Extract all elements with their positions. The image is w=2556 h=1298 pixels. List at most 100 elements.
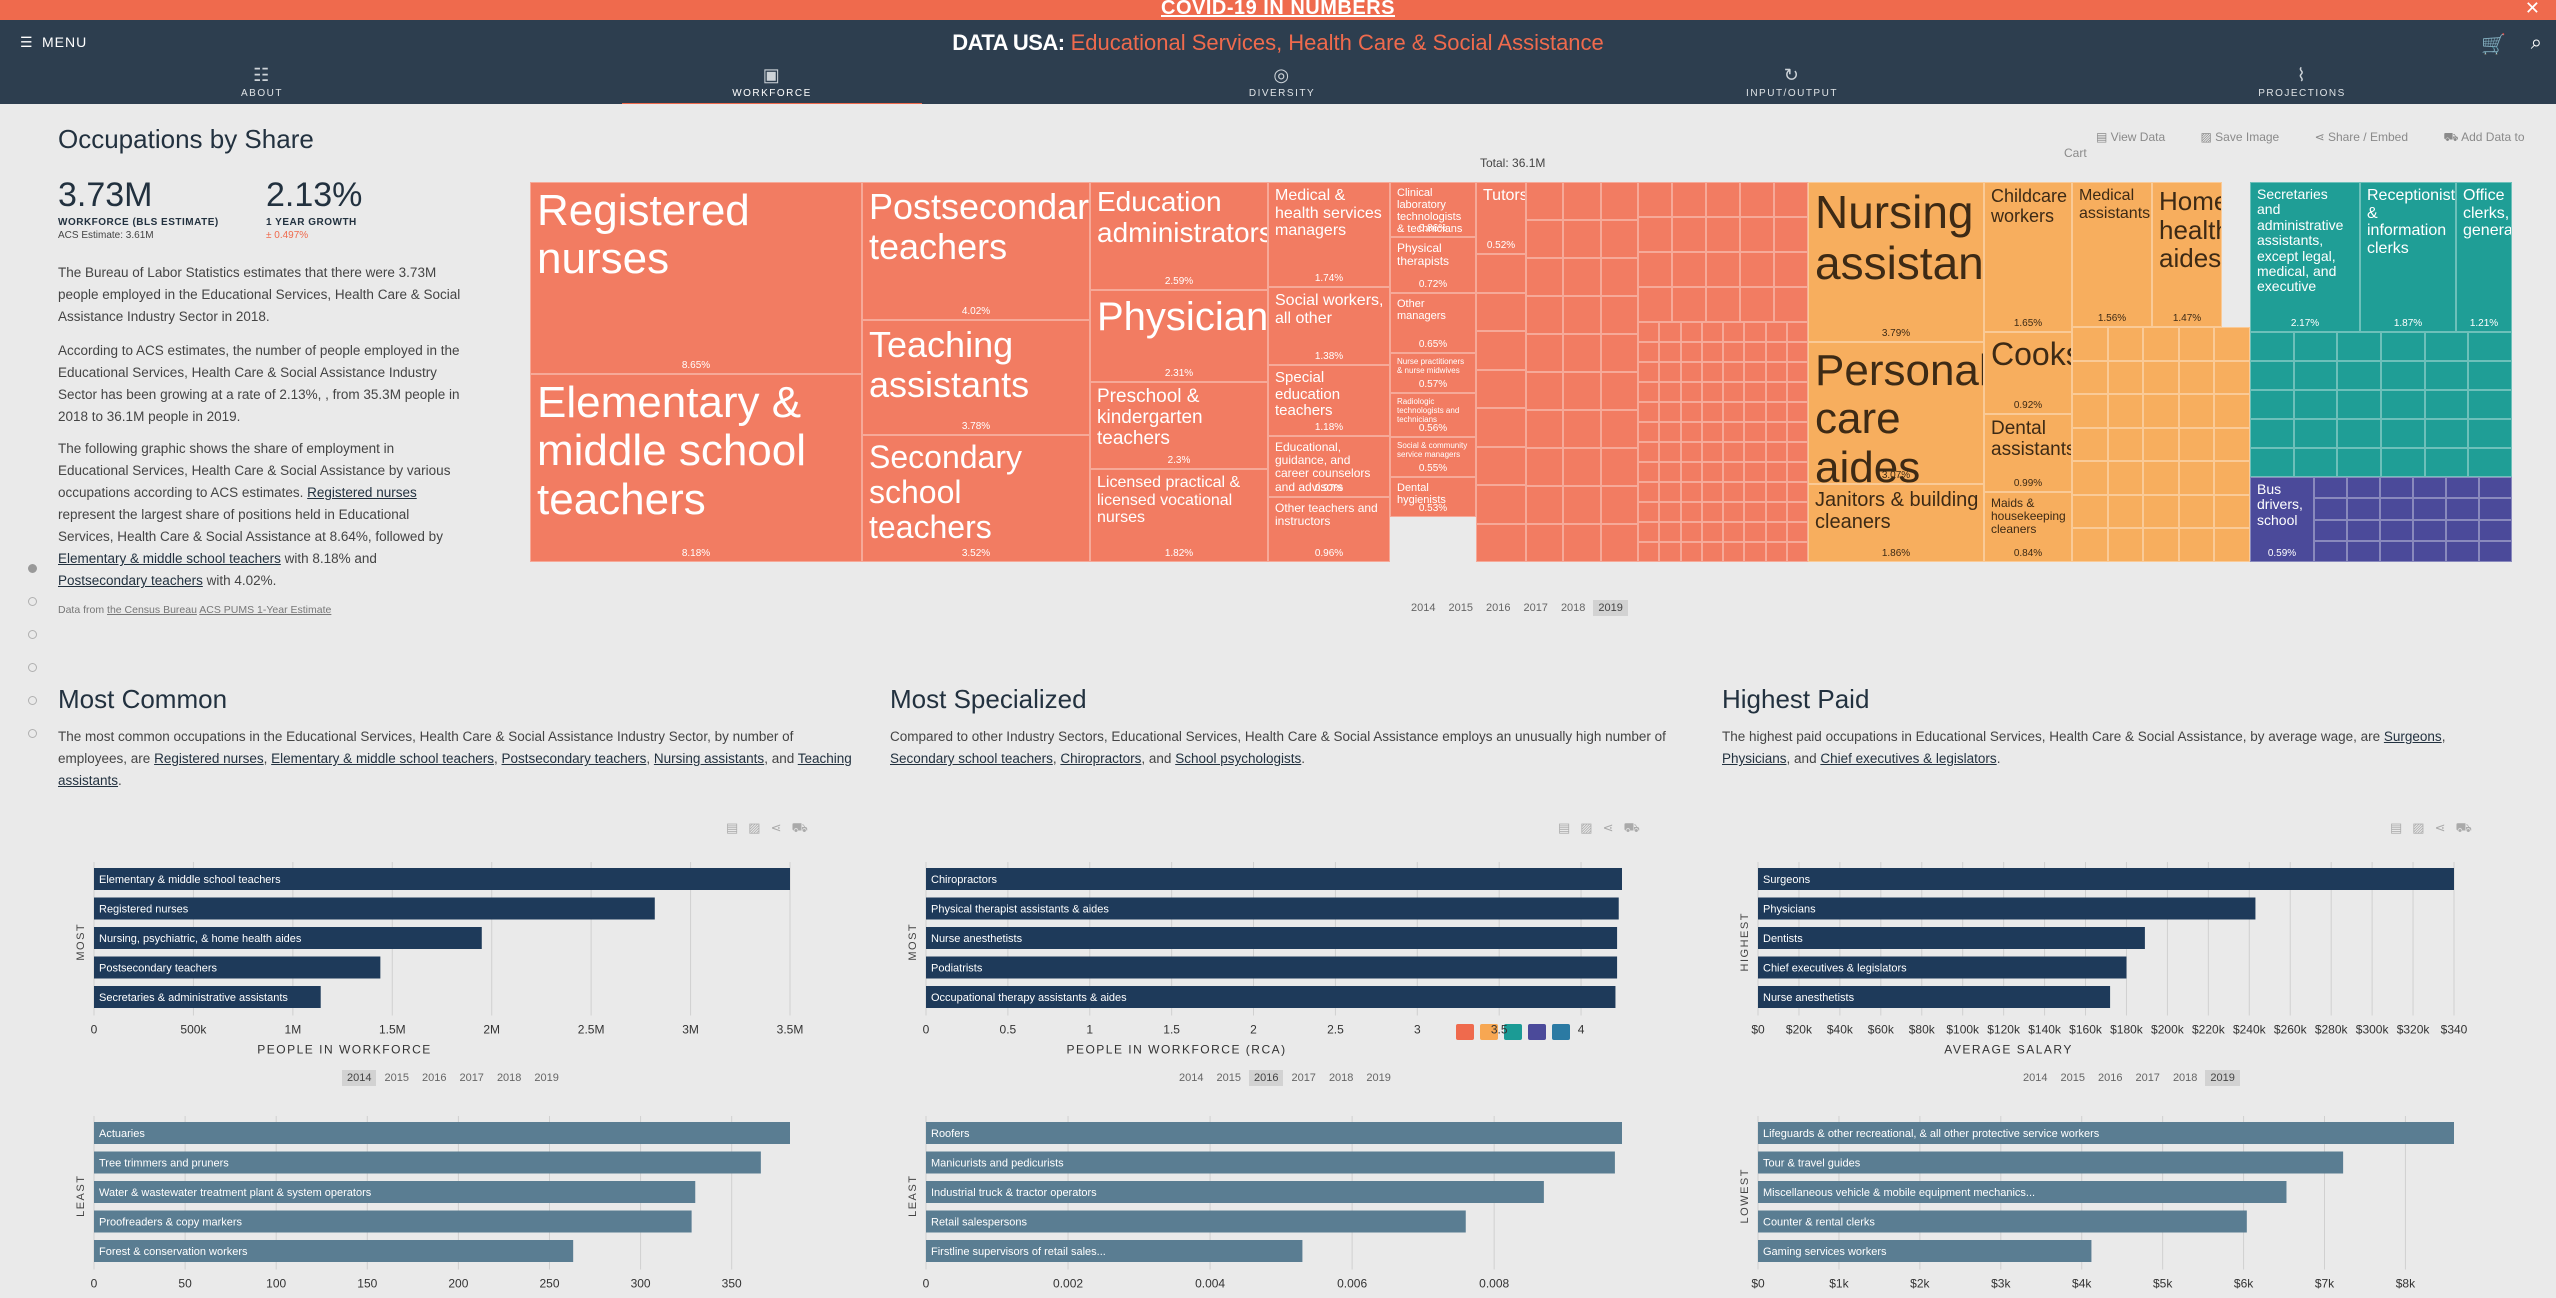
section-dot[interactable]: [28, 729, 37, 738]
year-option[interactable]: 2018: [496, 1072, 522, 1084]
add-to-cart-button[interactable]: ⛟ Add Data to Cart: [2064, 130, 2525, 160]
treemap-tile-small[interactable]: [1563, 486, 1601, 524]
treemap-tile-small[interactable]: [1638, 462, 1660, 482]
bar[interactable]: [1758, 1151, 2344, 1174]
treemap-tile-small[interactable]: [2143, 461, 2179, 495]
treemap-tile-small[interactable]: [2381, 448, 2425, 477]
treemap-tile-small[interactable]: [2380, 477, 2413, 499]
treemap-tile[interactable]: Maids & housekeeping cleaners 0.84%: [1984, 492, 2072, 562]
treemap-tile-small[interactable]: [1786, 542, 1808, 562]
treemap-tile-small[interactable]: [2178, 394, 2215, 428]
year-option[interactable]: 2014: [1179, 1072, 1204, 1084]
treemap-tile-small[interactable]: [2143, 427, 2179, 462]
treemap-tile-small[interactable]: [2107, 327, 2144, 361]
year-option[interactable]: 2019: [1366, 1072, 1391, 1084]
source-link-census[interactable]: the Census Bureau: [107, 604, 197, 616]
treemap-tile-small[interactable]: [1638, 362, 1660, 382]
year-option[interactable]: 2016: [421, 1072, 447, 1084]
treemap-tile-small[interactable]: [1740, 287, 1774, 322]
treemap-tile-small[interactable]: [1765, 362, 1787, 382]
treemap-tile-small[interactable]: [2337, 448, 2381, 477]
treemap-tile-small[interactable]: [1672, 217, 1706, 252]
bar[interactable]: [926, 1181, 1544, 1203]
treemap-tile-small[interactable]: [2380, 519, 2413, 541]
treemap-tile-small[interactable]: [1786, 462, 1808, 482]
treemap-tile-small[interactable]: [1659, 342, 1681, 362]
treemap-tile-small[interactable]: [2446, 477, 2479, 499]
treemap-tile-small[interactable]: [2337, 332, 2381, 361]
treemap-tile-small[interactable]: [1476, 292, 1526, 331]
cart-icon[interactable]: 🛒: [2481, 34, 2506, 56]
treemap-tile-small[interactable]: [2446, 540, 2479, 562]
treemap-tile-small[interactable]: [1723, 502, 1745, 522]
treemap-tile-small[interactable]: [1600, 448, 1638, 486]
link-elementary-teachers[interactable]: Elementary & middle school teachers: [58, 551, 281, 566]
treemap-tile-small[interactable]: [1600, 296, 1638, 334]
treemap-tile-small[interactable]: [1765, 542, 1787, 562]
treemap-tile-small[interactable]: [1706, 182, 1740, 217]
treemap-tile-small[interactable]: [1701, 542, 1723, 562]
treemap-tile[interactable]: Radiologic technologists and technicians…: [1390, 393, 1476, 437]
treemap-tile-small[interactable]: [1701, 502, 1723, 522]
bar[interactable]: [926, 927, 1618, 949]
bar[interactable]: [926, 956, 1618, 979]
link-hp-physicians[interactable]: Physicians: [1722, 751, 1787, 766]
treemap-tile-small[interactable]: [1563, 524, 1601, 562]
treemap-tile[interactable]: Tutors 0.52%: [1476, 182, 1526, 254]
treemap-tile[interactable]: Social workers, all other 1.38%: [1268, 287, 1390, 365]
treemap-tile-small[interactable]: [1723, 462, 1745, 482]
treemap-tile-small[interactable]: [2072, 461, 2108, 495]
treemap-tile-small[interactable]: [1723, 422, 1745, 442]
treemap-tile-small[interactable]: [2214, 461, 2250, 495]
treemap-tile-small[interactable]: [1476, 523, 1526, 562]
treemap-tile-small[interactable]: [2446, 519, 2479, 541]
treemap-tile-small[interactable]: [1526, 220, 1564, 258]
treemap-tile-small[interactable]: [1723, 482, 1745, 502]
treemap-tile-small[interactable]: [2468, 419, 2512, 448]
bar[interactable]: [94, 986, 321, 1008]
treemap-tile-small[interactable]: [1701, 322, 1723, 342]
search-icon[interactable]: ⌕: [2530, 32, 2542, 54]
bar[interactable]: [94, 927, 482, 949]
treemap-tile-small[interactable]: [2446, 498, 2479, 520]
link-mc-nursing-assistants[interactable]: Nursing assistants: [653, 751, 765, 766]
treemap-tile-small[interactable]: [2468, 332, 2512, 361]
treemap-tile-small[interactable]: [1774, 182, 1808, 217]
treemap-tile-small[interactable]: [2143, 394, 2179, 428]
treemap-tile-small[interactable]: [2143, 528, 2179, 562]
treemap-tile[interactable]: Medical & health services managers 1.74%: [1268, 182, 1390, 287]
legend-service-icon[interactable]: [1480, 1024, 1498, 1040]
treemap-tile-small[interactable]: [1563, 410, 1601, 448]
treemap-tile-small[interactable]: [1680, 402, 1702, 422]
year-option[interactable]: 2016: [1485, 602, 1511, 614]
treemap-tile-small[interactable]: [2479, 477, 2512, 499]
treemap-tile-small[interactable]: [1723, 442, 1745, 462]
link-mc-elementary-teachers[interactable]: Elementary & middle school teachers: [271, 751, 495, 766]
treemap-tile-small[interactable]: [2107, 427, 2144, 462]
treemap-tile-small[interactable]: [1659, 322, 1681, 342]
treemap-tile-small[interactable]: [1600, 372, 1638, 410]
treemap-tile-small[interactable]: [2347, 519, 2380, 541]
treemap-tile-small[interactable]: [1600, 486, 1638, 524]
treemap-tile-small[interactable]: [1672, 182, 1706, 217]
year-option[interactable]: 2017: [2135, 1072, 2160, 1084]
treemap-tile-small[interactable]: [1680, 442, 1702, 462]
treemap-tile-small[interactable]: [1744, 542, 1766, 562]
year-option[interactable]: 2019: [1593, 600, 1628, 616]
treemap-tile-small[interactable]: [1638, 342, 1660, 362]
treemap-tile-small[interactable]: [1680, 422, 1702, 442]
treemap-tile-small[interactable]: [1744, 462, 1766, 482]
treemap-tile-small[interactable]: [2107, 528, 2144, 562]
treemap-tile-small[interactable]: [1659, 522, 1681, 542]
treemap-tile-small[interactable]: [1526, 448, 1564, 486]
treemap-tile-small[interactable]: [1723, 522, 1745, 542]
treemap-tile-small[interactable]: [2072, 394, 2108, 428]
treemap-tile-small[interactable]: [2479, 540, 2512, 562]
treemap-tile-small[interactable]: [2072, 360, 2108, 395]
treemap-tile[interactable]: Special education teachers 1.18%: [1268, 365, 1390, 436]
treemap-tile-small[interactable]: [1701, 362, 1723, 382]
treemap-tile-small[interactable]: [1723, 382, 1745, 402]
treemap-tile-small[interactable]: [1526, 486, 1564, 524]
treemap-tile[interactable]: Registered nurses 8.65%: [530, 182, 862, 374]
treemap-tile[interactable]: Secretaries and administrative assistant…: [2250, 182, 2360, 332]
